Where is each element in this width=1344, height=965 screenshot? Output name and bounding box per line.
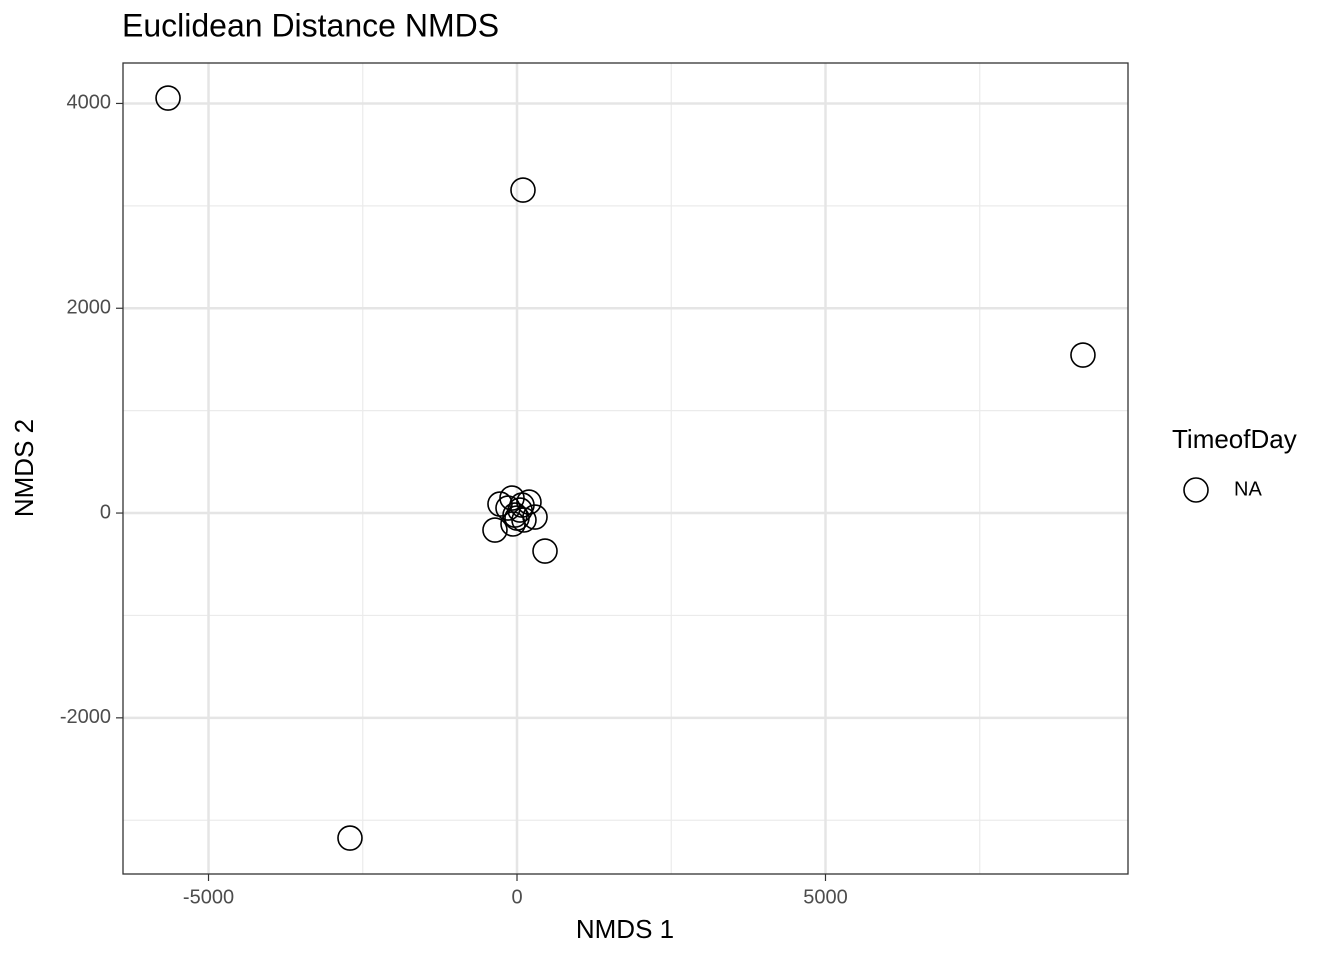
point [510, 177, 536, 203]
point [482, 517, 508, 543]
legend-title: TimeofDay [1172, 424, 1297, 454]
panel-border [122, 62, 1129, 875]
chart-title: Euclidean Distance NMDS [122, 7, 499, 43]
point [495, 495, 521, 521]
legend-label: NA [1234, 478, 1262, 500]
x-axis-title: NMDS 1 [576, 914, 674, 944]
y-tick-label: 2000 [67, 297, 112, 319]
x-tick-label: 0 [511, 886, 522, 908]
y-tick-label: -2000 [60, 706, 111, 728]
y-axis-title: NMDS 2 [9, 419, 39, 517]
point [1070, 342, 1096, 368]
y-tick-label: 4000 [67, 92, 112, 114]
point [509, 492, 535, 518]
legend-marker [1183, 477, 1209, 503]
y-tick-label: 0 [100, 501, 111, 523]
point [504, 505, 530, 531]
point [532, 538, 558, 564]
x-tick-label: 5000 [803, 886, 848, 908]
x-tick-label: -5000 [183, 886, 234, 908]
point [337, 825, 363, 851]
point [155, 85, 181, 111]
